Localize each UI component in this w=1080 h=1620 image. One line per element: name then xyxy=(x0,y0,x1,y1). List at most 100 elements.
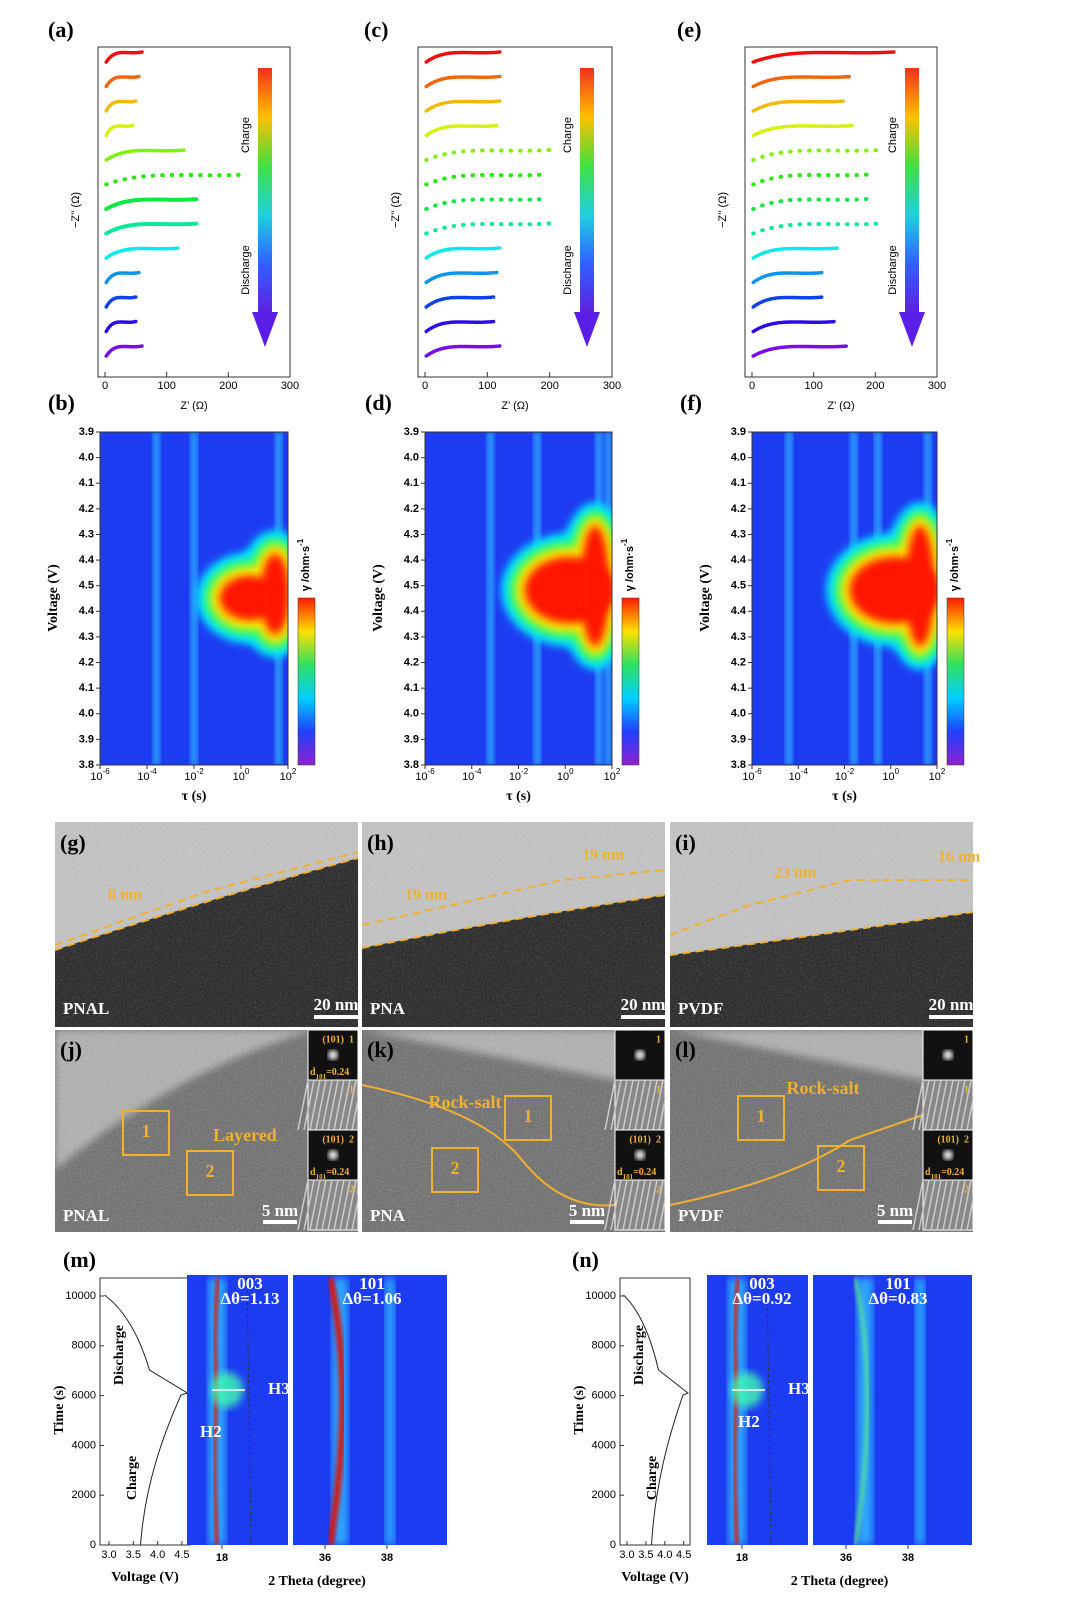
exponent: 2 xyxy=(292,767,297,776)
lattice-fringe xyxy=(960,1179,972,1231)
x-tick-label: 102 xyxy=(929,767,946,783)
y-tick-label: 4.4 xyxy=(404,605,420,617)
boundary xyxy=(670,911,973,956)
streak xyxy=(152,432,161,765)
y-axis-label: −Z’’ (Ω) xyxy=(390,192,402,228)
lattice-fringe xyxy=(652,1079,664,1131)
impedance-arc xyxy=(751,50,896,64)
lattice-fringe xyxy=(333,1179,345,1231)
lattice-fringe xyxy=(327,1079,339,1131)
x-tick-label: 10-4 xyxy=(462,767,482,783)
y-tick-label: 10000 xyxy=(65,1290,96,1302)
fft-spot xyxy=(328,1050,338,1060)
lattice-fringe xyxy=(912,1179,924,1231)
arrow-label: Discharge xyxy=(562,245,574,295)
band xyxy=(915,1278,925,1545)
x-axis-label: Z’ (Ω) xyxy=(501,400,528,412)
x-tick-label: 10-2 xyxy=(509,767,529,783)
lattice-fringe xyxy=(918,1179,930,1231)
impedance-arc xyxy=(751,197,869,211)
impedance-arc xyxy=(751,295,825,309)
tem-image xyxy=(362,822,665,1027)
x-axis-label: 2 Theta (degree) xyxy=(791,1574,889,1589)
y-tick-label: 4.1 xyxy=(404,682,419,694)
lattice-fringe xyxy=(339,1179,351,1231)
arrow-head xyxy=(252,312,278,347)
panel-label: (j) xyxy=(60,1037,82,1062)
fft-spot xyxy=(635,1150,645,1160)
arrow-body xyxy=(580,68,594,313)
scale-bar-label: 20 nm xyxy=(929,995,974,1014)
impedance-arc xyxy=(424,270,499,285)
panel-label: (n) xyxy=(572,1247,599,1272)
streak xyxy=(785,432,793,765)
peak-101 xyxy=(853,1277,869,1545)
x-axis-label: Voltage (V) xyxy=(621,1570,689,1585)
lattice-fringe xyxy=(930,1179,942,1231)
peak-shift: Δθ=1.06 xyxy=(343,1289,402,1308)
sample-label: PNAL xyxy=(63,999,109,1018)
phase-label: H3 xyxy=(788,1379,810,1398)
x-tick-label: 300 xyxy=(928,380,946,392)
impedance-arc xyxy=(104,50,144,64)
inset xyxy=(922,1079,973,1131)
panel-label: (g) xyxy=(60,830,86,855)
exponent: -2 xyxy=(521,767,529,776)
scale-bar xyxy=(570,1220,604,1224)
peak-shift: Δθ=0.83 xyxy=(869,1289,928,1308)
exponent: -2 xyxy=(847,767,855,776)
impedance-arc xyxy=(751,123,856,138)
thickness-label: 19 nm xyxy=(582,847,625,864)
y-tick-label: 6000 xyxy=(592,1390,616,1402)
base: 10 xyxy=(604,771,616,783)
impedance-arc xyxy=(751,319,837,334)
colorbar-label: γ /ohm·s-1 xyxy=(620,538,636,591)
fft-spot xyxy=(328,1150,338,1160)
peak-label: 101 xyxy=(885,1274,911,1293)
impedance-arc xyxy=(424,123,499,138)
panel-label: (i) xyxy=(675,830,696,855)
contour-bg xyxy=(187,1275,447,1545)
arrow-label: Charge xyxy=(240,117,252,153)
colorbar xyxy=(621,597,640,766)
inset-index: 2 xyxy=(349,1184,354,1195)
x-axis-label: Z’ (Ω) xyxy=(180,400,207,412)
impedance-arc xyxy=(424,246,502,260)
base: 10 xyxy=(929,771,941,783)
d-subscript: 101 xyxy=(623,1173,634,1181)
y-tick-label: 4.3 xyxy=(79,528,94,540)
curve-label: Discharge xyxy=(112,1325,127,1385)
lattice-fringe xyxy=(616,1079,628,1131)
y-axis-label: −Z’’ (Ω) xyxy=(717,192,729,228)
voltage-curve xyxy=(623,1294,689,1546)
x-tick-label: 0 xyxy=(102,380,108,392)
y-tick-label: 4.3 xyxy=(731,631,746,643)
lattice-fringe xyxy=(924,1079,936,1131)
x-tick-label: 10-6 xyxy=(415,767,435,783)
peak-shift: Δθ=1.13 xyxy=(221,1289,280,1308)
exponent: -4 xyxy=(150,767,158,776)
peak-label: 003 xyxy=(749,1274,775,1293)
y-tick-label: 2000 xyxy=(72,1489,96,1501)
base: 10 xyxy=(415,771,427,783)
lattice-fringe xyxy=(936,1079,948,1131)
x-tick-label: 100 xyxy=(478,380,496,392)
base: 10 xyxy=(184,771,196,783)
y-tick-label: 4.1 xyxy=(79,682,94,694)
y-axis-label: −Z’’ (Ω) xyxy=(70,192,82,228)
lattice-fringe xyxy=(658,1196,665,1231)
d-symbol: d xyxy=(310,1167,316,1178)
band xyxy=(385,1278,395,1545)
x-tick-label: 0 xyxy=(749,380,755,392)
curve-label: Discharge xyxy=(632,1325,647,1385)
region-box xyxy=(122,1110,170,1156)
boundary xyxy=(362,894,665,949)
impedance-arc xyxy=(751,270,825,285)
voltage-frame xyxy=(619,1277,691,1546)
peak-label: 003 xyxy=(237,1274,263,1293)
label-sup: -1 xyxy=(945,538,954,546)
x-tick-label: 10-2 xyxy=(835,767,855,783)
lattice-fringe xyxy=(646,1179,658,1231)
impedance-arc xyxy=(751,246,841,260)
